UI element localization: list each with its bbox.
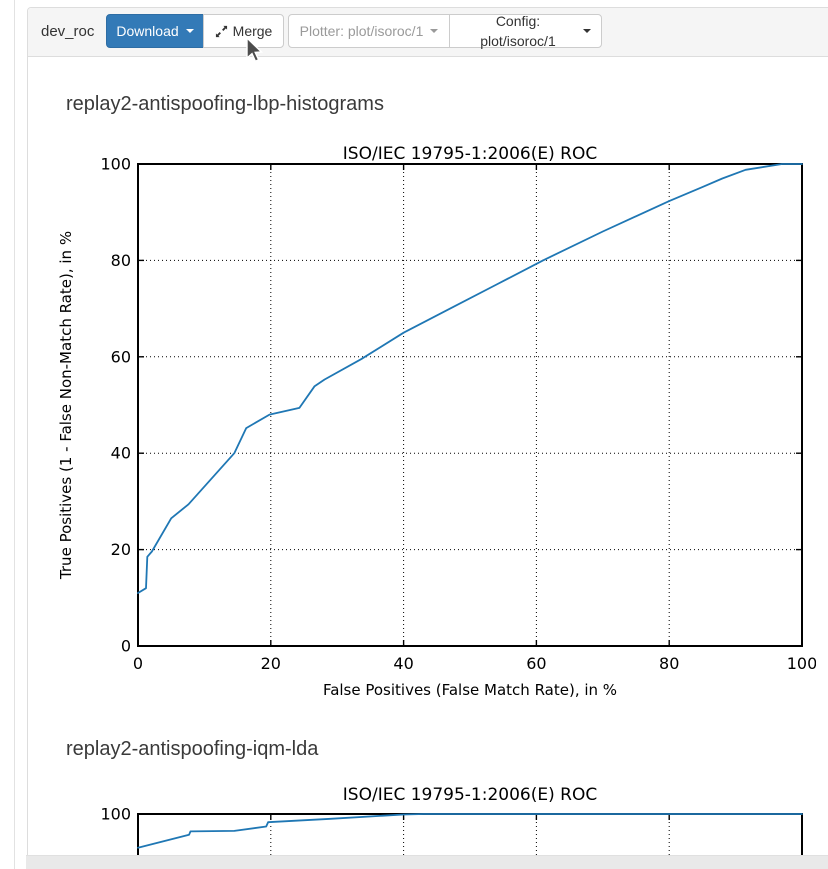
chart-title: ISO/IEC 19795-1:2006(E) ROC (343, 785, 597, 805)
svg-text:80: 80 (659, 654, 679, 673)
svg-text:80: 80 (111, 251, 131, 270)
svg-text:100: 100 (100, 805, 131, 824)
config-button-label: Config: plot/isoroc/1 (480, 13, 556, 49)
context-label: dev_roc (41, 23, 95, 40)
svg-text:40: 40 (393, 654, 413, 673)
x-axis-label: False Positives (False Match Rate), in % (323, 681, 617, 699)
roc-plot-svg: ISO/IEC 19795-1:2006(E) ROC0204060801000… (100, 785, 803, 869)
config-button[interactable]: Config: plot/isoroc/1 (449, 13, 602, 49)
roc-plot-svg: ISO/IEC 19795-1:2006(E) ROC 0 20 40 60 80 100 0… (57, 144, 817, 699)
experiment-heading-lbp-histograms: replay2-antispoofing-lbp-histograms (66, 93, 384, 115)
report-toolbar: dev_roc Download Merge Plotter: plot/iso… (28, 8, 828, 57)
merge-icon (215, 25, 227, 37)
download-button[interactable]: Download (106, 14, 204, 48)
svg-text:100: 100 (100, 155, 131, 174)
svg-text:0: 0 (121, 637, 131, 656)
plotter-button-label: Plotter: plot/isoroc/1 (299, 23, 424, 39)
merge-button-label: Merge (232, 23, 273, 39)
chart-title: ISO/IEC 19795-1:2006(E) ROC (343, 144, 597, 164)
svg-text:60: 60 (111, 347, 131, 366)
caret-down-icon (185, 29, 194, 33)
svg-text:20: 20 (111, 540, 131, 559)
svg-text:0: 0 (133, 654, 143, 673)
roc-chart-iqm-lda: ISO/IEC 19795-1:2006(E) ROC0204060801000… (41, 779, 816, 869)
mouse-cursor-icon (246, 37, 264, 63)
roc-curve (137, 163, 803, 594)
svg-text:100: 100 (787, 654, 816, 673)
roc-curve (137, 813, 803, 849)
svg-text:20: 20 (261, 654, 281, 673)
caret-down-icon (430, 29, 439, 33)
experiment-heading-iqm-lda: replay2-antispoofing-iqm-lda (66, 738, 319, 760)
svg-text:40: 40 (111, 444, 131, 463)
plotter-button[interactable]: Plotter: plot/isoroc/1 (288, 14, 450, 48)
y-axis-label: True Positives (1 - False Non-Match Rate… (57, 231, 75, 580)
roc-chart-lbp-histograms: ISO/IEC 19795-1:2006(E) ROC 0 20 40 60 80 100 0… (41, 133, 817, 708)
caret-down-icon (583, 29, 591, 33)
horizontal-scrollbar[interactable] (26, 855, 828, 869)
merge-button[interactable]: Merge (203, 14, 284, 48)
left-rule (14, 0, 15, 869)
download-button-label: Download (116, 23, 179, 39)
svg-text:60: 60 (526, 654, 546, 673)
report-panel: dev_roc Download Merge Plotter: plot/iso… (27, 7, 828, 869)
